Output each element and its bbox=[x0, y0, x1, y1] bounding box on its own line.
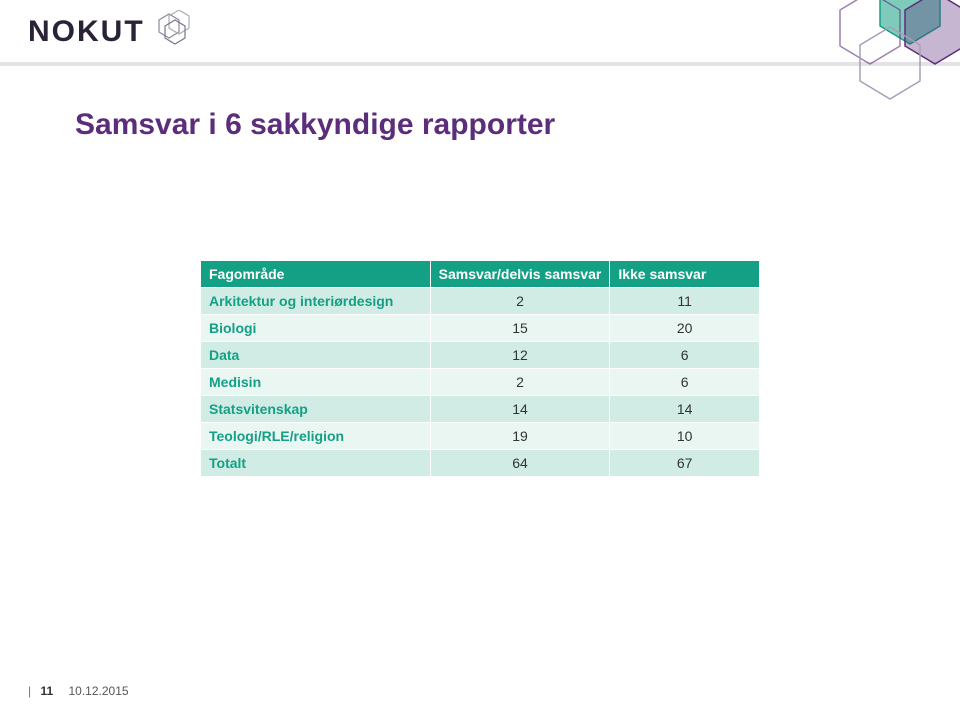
row-label: Statsvitenskap bbox=[201, 396, 431, 423]
row-label: Arkitektur og interiørdesign bbox=[201, 288, 431, 315]
logo-mark-icon bbox=[153, 10, 197, 55]
col-header: Fagområde bbox=[201, 261, 431, 288]
footer: | 11 10.12.2015 bbox=[28, 684, 129, 698]
row-value: 6 bbox=[610, 342, 760, 369]
table-row: Medisin 2 6 bbox=[201, 369, 760, 396]
row-value: 2 bbox=[430, 288, 610, 315]
row-value: 19 bbox=[430, 423, 610, 450]
header-bar: NOKUT bbox=[0, 0, 960, 66]
row-value: 64 bbox=[430, 450, 610, 477]
row-value: 11 bbox=[610, 288, 760, 315]
footer-sep: | bbox=[28, 684, 31, 698]
table-row: Arkitektur og interiørdesign 2 11 bbox=[201, 288, 760, 315]
row-value: 14 bbox=[610, 396, 760, 423]
row-value: 67 bbox=[610, 450, 760, 477]
page-title: Samsvar i 6 sakkyndige rapporter bbox=[75, 108, 555, 142]
table-row: Data 12 6 bbox=[201, 342, 760, 369]
row-value: 6 bbox=[610, 369, 760, 396]
table-row: Statsvitenskap 14 14 bbox=[201, 396, 760, 423]
col-header: Samsvar/delvis samsvar bbox=[430, 261, 610, 288]
logo-text: NOKUT bbox=[28, 15, 145, 49]
row-value: 12 bbox=[430, 342, 610, 369]
table-row: Totalt 64 67 bbox=[201, 450, 760, 477]
row-value: 15 bbox=[430, 315, 610, 342]
row-label: Totalt bbox=[201, 450, 431, 477]
row-value: 2 bbox=[430, 369, 610, 396]
row-label: Data bbox=[201, 342, 431, 369]
row-label: Medisin bbox=[201, 369, 431, 396]
page-number: 11 bbox=[40, 684, 53, 698]
col-header: Ikke samsvar bbox=[610, 261, 760, 288]
table-row: Teologi/RLE/religion 19 10 bbox=[201, 423, 760, 450]
logo: NOKUT bbox=[28, 12, 197, 52]
row-value: 14 bbox=[430, 396, 610, 423]
slide: NOKUT Samsvar i 6 sakkyndige rapporter bbox=[0, 0, 960, 712]
row-value: 10 bbox=[610, 423, 760, 450]
header-rule bbox=[0, 62, 960, 66]
row-label: Biologi bbox=[201, 315, 431, 342]
footer-date: 10.12.2015 bbox=[69, 684, 129, 698]
row-label: Teologi/RLE/religion bbox=[201, 423, 431, 450]
table-row: Biologi 15 20 bbox=[201, 315, 760, 342]
table-header-row: Fagområde Samsvar/delvis samsvar Ikke sa… bbox=[201, 261, 760, 288]
data-table: Fagområde Samsvar/delvis samsvar Ikke sa… bbox=[200, 260, 760, 477]
row-value: 20 bbox=[610, 315, 760, 342]
